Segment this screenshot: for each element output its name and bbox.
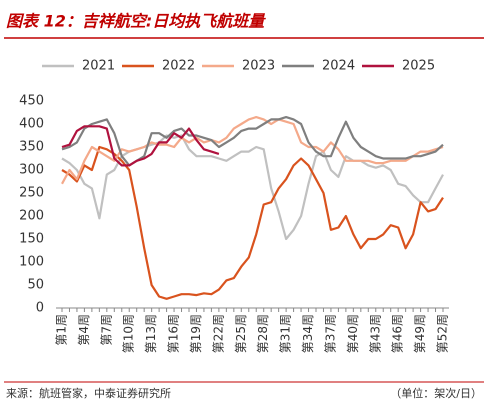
x-tick-label: 第37周 <box>323 314 337 353</box>
x-tick-label: 第1周 <box>55 314 69 346</box>
y-tick-label: 300 <box>19 163 44 178</box>
x-tick-label: 第7周 <box>99 314 113 346</box>
y-tick-label: 250 <box>19 186 44 201</box>
x-tick-label: 第19周 <box>189 314 203 353</box>
y-tick-label: 450 <box>19 94 44 109</box>
series-line <box>61 125 220 167</box>
x-tick-label: 第31周 <box>279 314 293 353</box>
series-line <box>61 134 444 241</box>
y-tick-label: 400 <box>19 117 44 132</box>
x-tick-label: 第46周 <box>391 314 405 353</box>
series-line <box>61 116 444 167</box>
y-tick-label: 200 <box>19 209 44 224</box>
series-line <box>61 116 444 185</box>
unit: （单位：架次/日） <box>390 386 482 400</box>
x-tick-label: 第28周 <box>256 314 270 353</box>
legend-label: 2023 <box>242 59 275 74</box>
legend-label: 2022 <box>162 59 195 74</box>
y-tick-label: 350 <box>19 140 44 155</box>
y-tick-label: 0 <box>36 301 44 316</box>
x-tick-label: 第52周 <box>436 314 450 353</box>
source: 来源：航班管家，中泰证券研究所 <box>6 386 171 400</box>
x-tick-label: 第43周 <box>368 314 382 353</box>
x-tick-label: 第13周 <box>144 314 158 353</box>
x-tick-label: 第10周 <box>122 314 136 353</box>
x-tick-label: 第22周 <box>211 314 225 353</box>
legend-label: 2024 <box>322 59 355 74</box>
y-tick-label: 100 <box>19 255 44 270</box>
x-tick-label: 第34周 <box>301 314 315 353</box>
x-tick-label: 第40周 <box>346 314 360 353</box>
series-line <box>61 145 444 300</box>
chart-title: 图表 12：吉祥航空:日均执飞航班量 <box>6 12 266 31</box>
x-tick-label: 第4周 <box>77 314 91 346</box>
legend-label: 2021 <box>82 59 115 74</box>
y-tick-label: 50 <box>27 278 44 293</box>
x-tick-label: 第16周 <box>167 314 181 353</box>
legend-label: 2025 <box>402 59 435 74</box>
y-tick-label: 150 <box>19 232 44 247</box>
x-tick-label: 第25周 <box>234 314 248 353</box>
x-tick-label: 第49周 <box>413 314 427 353</box>
